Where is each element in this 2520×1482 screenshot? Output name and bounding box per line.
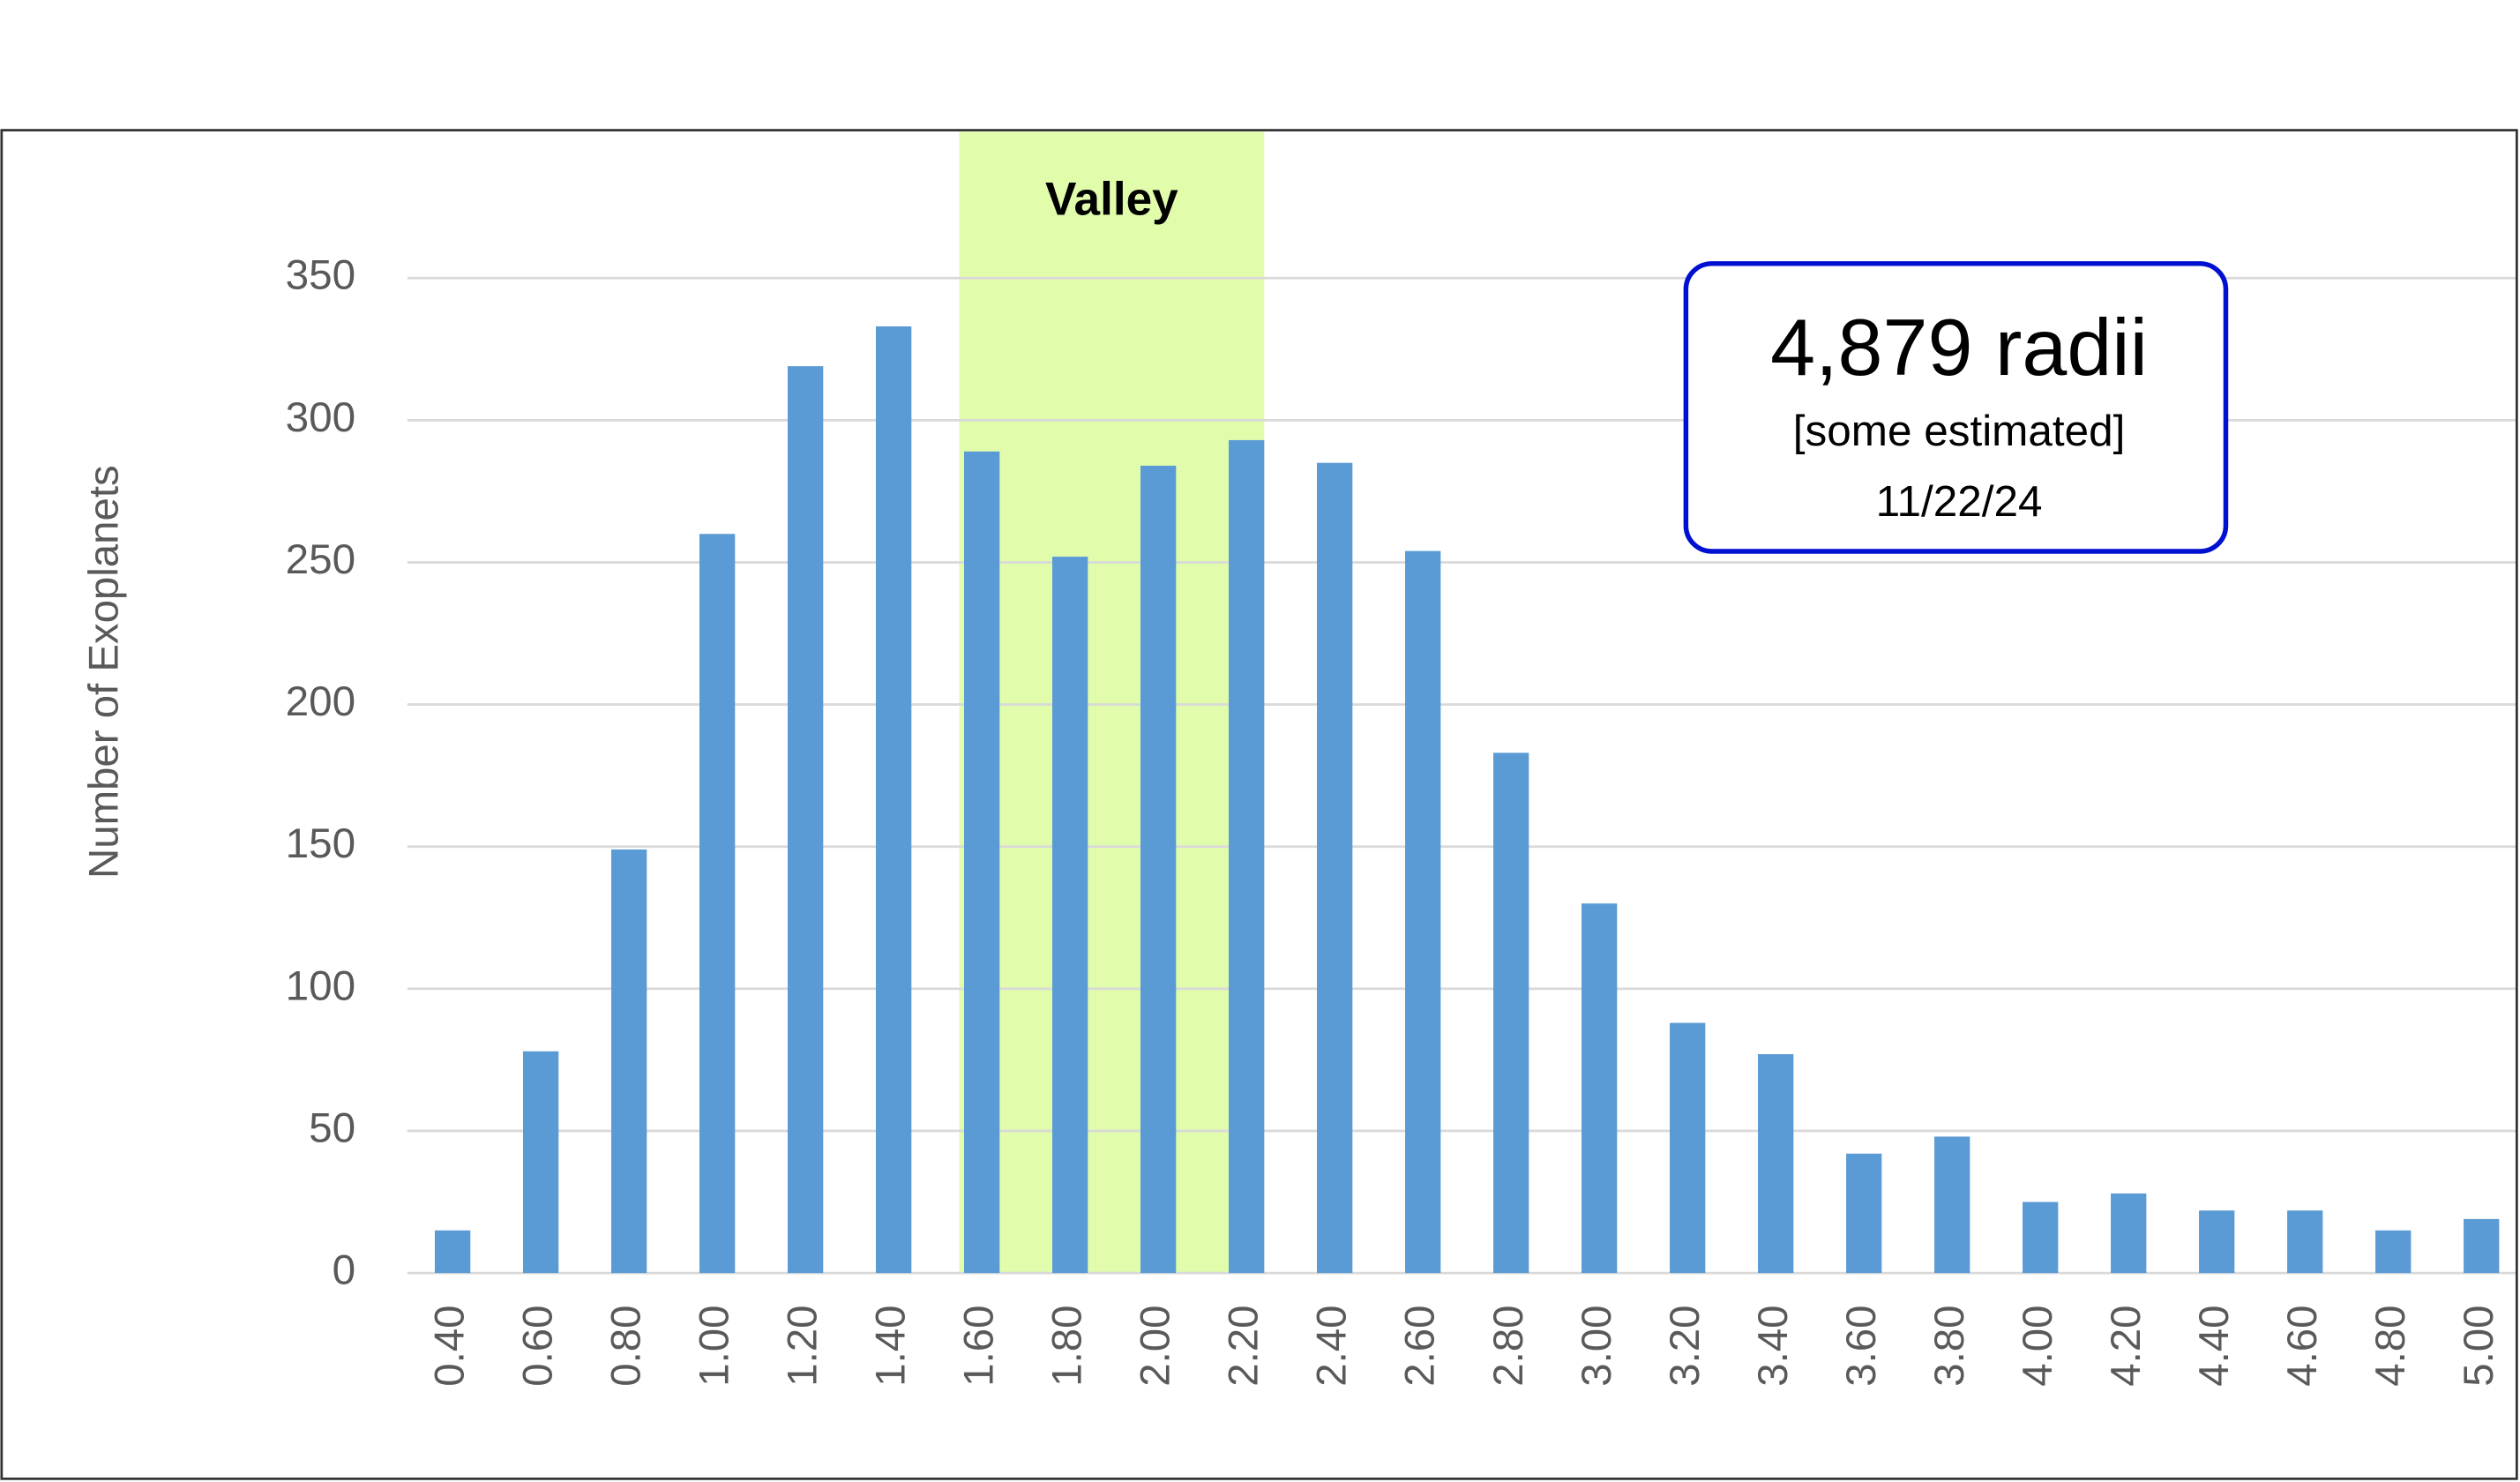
valley-band (959, 131, 1265, 1274)
x-tick-label: 1.60 (956, 1306, 1003, 1387)
bar (1670, 1022, 1706, 1274)
bar (2287, 1210, 2323, 1274)
x-tick-label: 3.20 (1662, 1306, 1709, 1387)
note-box (1683, 261, 2229, 554)
bar (1493, 752, 1529, 1274)
x-tick-label: 3.60 (1838, 1306, 1885, 1387)
bar (1405, 550, 1441, 1274)
bar (2375, 1230, 2412, 1274)
x-tick-label: 1.80 (1044, 1306, 1091, 1387)
bar (2464, 1218, 2500, 1274)
x-tick-label: 5.00 (2456, 1306, 2502, 1387)
x-tick-label: 4.20 (2103, 1306, 2150, 1387)
grid-layer: 0 50 100 150 200 250 300 350 (286, 252, 2517, 1294)
frame (0, 129, 2518, 1480)
y-tick-label: 50 (309, 1105, 355, 1152)
x-tick-label: 4.00 (2015, 1306, 2061, 1387)
bar (434, 1230, 471, 1274)
y-tick-label: 300 (286, 394, 355, 441)
y-tick-label: 350 (286, 252, 355, 299)
band-layer: Valley (959, 131, 1265, 1274)
x-tick-label: 3.40 (1750, 1306, 1797, 1387)
bar (787, 366, 824, 1274)
x-tick-label: 1.20 (780, 1306, 826, 1387)
x-tick-label: 1.00 (692, 1306, 738, 1387)
note-date: 11/22/24 (1876, 477, 2043, 526)
bar (699, 534, 736, 1274)
x-tick-label: 0.80 (603, 1306, 650, 1387)
y-axis-label: Number of Exoplanets (80, 465, 127, 879)
bar (875, 326, 912, 1274)
note-subtitle: [some estimated] (1793, 407, 2126, 455)
x-tick-label: 2.40 (1309, 1306, 1356, 1387)
x-tick-label: 1.40 (868, 1306, 915, 1387)
x-tick-label: 0.40 (427, 1306, 474, 1387)
x-tick-label: 3.80 (1926, 1306, 1973, 1387)
bar (1229, 439, 1265, 1274)
note-title: 4,879 radii (1770, 303, 2148, 393)
bar (1582, 903, 1618, 1274)
x-tick-label: 4.80 (2367, 1306, 2414, 1387)
x-tick-label: 2.20 (1221, 1306, 1267, 1387)
bar (1140, 465, 1177, 1274)
y-tick-label: 200 (286, 678, 355, 725)
bar (1758, 1053, 1794, 1274)
bar (963, 451, 1000, 1274)
bar (2023, 1201, 2059, 1274)
bar (1934, 1136, 1970, 1274)
y-tick-label: 150 (286, 820, 355, 867)
bar (1317, 462, 1353, 1274)
bar (1846, 1153, 1882, 1274)
x-tick-label: 2.80 (1485, 1306, 1532, 1387)
valley-label: Valley (1045, 174, 1178, 226)
bar (2199, 1210, 2235, 1274)
x-tick-label: 4.60 (2279, 1306, 2326, 1387)
y-tick-label: 250 (286, 536, 355, 583)
y-tick-label: 100 (286, 962, 355, 1009)
bar (2111, 1193, 2147, 1274)
x-tick-label: 0.60 (515, 1306, 562, 1387)
bar (1051, 557, 1088, 1274)
bar (610, 849, 647, 1274)
bar (522, 1051, 559, 1274)
x-tick-label: 2.00 (1133, 1306, 1179, 1387)
x-tick-label: 3.00 (1574, 1306, 1620, 1387)
x-tick-label: 4.40 (2191, 1306, 2238, 1387)
y-tick-label: 0 (333, 1247, 355, 1294)
x-tick-label: 2.60 (1397, 1306, 1444, 1387)
bar-layer: 0.40 0.60 0.80 1.00 1.20 1.40 1.60 1.80 2.00 2.20… (427, 326, 2502, 1387)
